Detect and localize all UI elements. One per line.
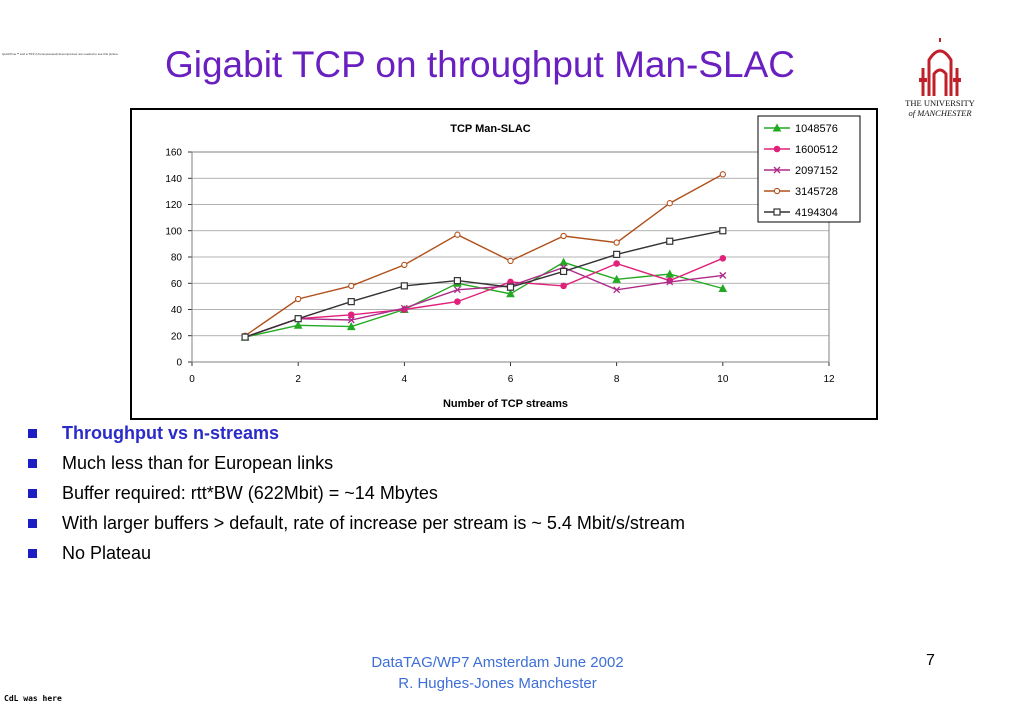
data-point-1600512 (347, 311, 355, 319)
data-point-1048576 (559, 257, 568, 266)
university-name-line2: of MANCHESTER (908, 108, 972, 118)
tcp-throughput-chart: 0 20 40 60 80 100 120 140 160 0 2 4 6 8 10 12 TCP Man-SL… (165, 115, 861, 410)
legend-marker (773, 145, 781, 153)
series-line-4194304 (244, 230, 723, 338)
y-tick-label: 160 (165, 148, 182, 159)
data-point-2097152 (400, 304, 408, 312)
series-line-2097152 (244, 266, 723, 338)
data-point-1048576 (506, 289, 515, 298)
legend-marker (773, 208, 781, 216)
data-point-2097152 (453, 286, 461, 294)
data-point-1600512 (613, 260, 620, 267)
legend-marker (773, 166, 781, 174)
x-tick-label: 4 (402, 374, 408, 385)
data-point-4194304 (241, 333, 249, 341)
page-number: 7 (926, 652, 935, 669)
x-tick-label: 6 (508, 374, 514, 385)
bullet-text: Buffer required: rtt*BW (622Mbit) = ~14 … (62, 483, 438, 503)
data-point-1048576 (718, 283, 728, 292)
x-tick-label: 2 (295, 374, 301, 385)
legend-label: 4194304 (795, 207, 838, 219)
university-name-line1: THE UNIVERSITY (905, 98, 975, 108)
bullet-square-icon (28, 549, 37, 558)
x-tick-label: 8 (614, 374, 620, 385)
plot-area-frame (191, 151, 830, 363)
data-point-2097152 (666, 278, 674, 286)
x-tick-label: 12 (823, 374, 835, 385)
university-crest-icon (919, 38, 961, 96)
data-point-1600512 (454, 298, 461, 305)
university-logo (905, 38, 975, 118)
data-point-4194304 (719, 227, 727, 235)
legend-label: 2097152 (795, 165, 838, 177)
footer-line-author: R. Hughes-Jones Manchester (398, 675, 597, 692)
footer-line-event: DataTAG/WP7 Amsterdam June 2002 (371, 654, 624, 671)
signature-note: CdL was here (4, 694, 62, 703)
bullet-text: No Plateau (62, 543, 152, 563)
series-line-1048576 (244, 261, 723, 338)
legend-marker (772, 123, 782, 132)
x-tick-label: 10 (717, 374, 729, 385)
series-line-1600512 (244, 257, 724, 338)
series-line-3145728 (244, 173, 724, 337)
chart-frame: 0 20 40 60 80 100 120 140 160 0 2 4 6 8 10 12 TCP Man-SL… (130, 108, 878, 420)
data-point-3145728 (401, 261, 408, 269)
data-point-1600512 (560, 282, 567, 290)
chart-title: TCP Man-SLAC (450, 123, 531, 135)
bullet-text: Throughput vs n-streams (62, 423, 280, 443)
data-point-4194304 (666, 237, 674, 245)
data-point-4194304 (559, 267, 568, 276)
data-point-3145728 (507, 257, 514, 265)
y-tick-label: 140 (165, 174, 182, 185)
data-point-3145728 (666, 200, 673, 207)
data-point-1048576 (293, 320, 303, 329)
y-tick-label: 100 (165, 226, 182, 237)
data-point-1048576 (665, 269, 675, 278)
data-point-3145728 (613, 239, 620, 246)
data-point-4194304 (453, 277, 462, 285)
data-point-3145728 (348, 282, 355, 290)
data-point-1048576 (612, 274, 622, 283)
data-point-4194304 (613, 250, 621, 258)
x-axis-label: Number of TCP streams (443, 398, 568, 410)
data-point-2097152 (719, 271, 727, 279)
bullet-square-icon (28, 459, 37, 468)
data-point-2097152 (347, 316, 355, 324)
data-point-2097152 (613, 286, 621, 294)
university-name: THE UNIVERSITY of MANCHESTER (898, 98, 982, 118)
slide-title: Gigabit TCP on throughput Man-SLAC (164, 44, 796, 85)
y-tick-label: 20 (171, 331, 183, 342)
data-point-4194304 (400, 282, 408, 290)
y-tick-label: 120 (165, 200, 182, 211)
legend-label: 1048576 (795, 123, 838, 135)
bullet-square-icon (28, 429, 37, 438)
data-point-3145728 (560, 232, 567, 240)
legend-label: 1600512 (795, 144, 838, 156)
data-point-4194304 (294, 315, 302, 323)
data-point-3145728 (454, 231, 461, 238)
bullet-square-icon (28, 489, 37, 498)
y-tick-label: 40 (171, 305, 183, 316)
legend-box (757, 115, 861, 223)
bullet-text: With larger buffers > default, rate of i… (62, 513, 685, 533)
y-tick-label: 60 (171, 279, 183, 290)
bullet-text: Much less than for European links (62, 453, 334, 473)
legend-marker (773, 187, 781, 195)
data-point-1048576 (346, 322, 356, 331)
quicktime-placeholder-note: QuickTime™ and a TIFF (Uncompressed) dec… (2, 52, 119, 56)
data-point-3145728 (719, 171, 726, 178)
y-tick-label: 0 (176, 358, 182, 369)
legend-label: 3145728 (795, 186, 838, 198)
data-point-4194304 (506, 283, 515, 291)
data-point-4194304 (347, 298, 355, 306)
x-tick-label: 0 (189, 374, 195, 385)
footer: DataTAG/WP7 Amsterdam June 2002 R. Hughe… (300, 652, 695, 694)
data-point-3145728 (295, 295, 302, 303)
y-tick-label: 80 (171, 253, 183, 264)
data-point-1600512 (719, 255, 727, 262)
bullet-square-icon (28, 519, 37, 528)
